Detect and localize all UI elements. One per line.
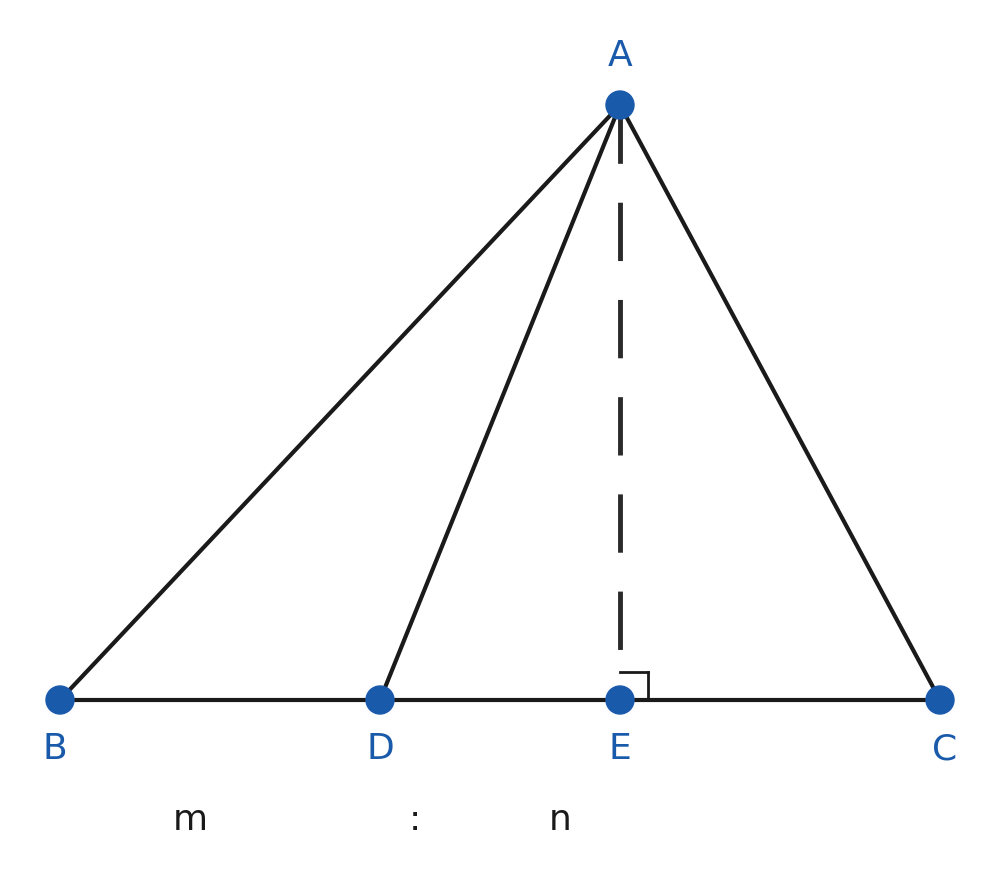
Text: E: E [608, 732, 631, 766]
Circle shape [46, 686, 74, 714]
Text: m: m [172, 803, 208, 837]
Circle shape [926, 686, 954, 714]
Text: C: C [932, 732, 957, 766]
Text: n: n [549, 803, 572, 837]
Text: D: D [366, 732, 394, 766]
Text: A: A [607, 39, 632, 73]
Circle shape [606, 91, 634, 119]
Circle shape [606, 686, 634, 714]
Text: B: B [43, 732, 68, 766]
Circle shape [366, 686, 394, 714]
Text: :: : [409, 803, 421, 837]
